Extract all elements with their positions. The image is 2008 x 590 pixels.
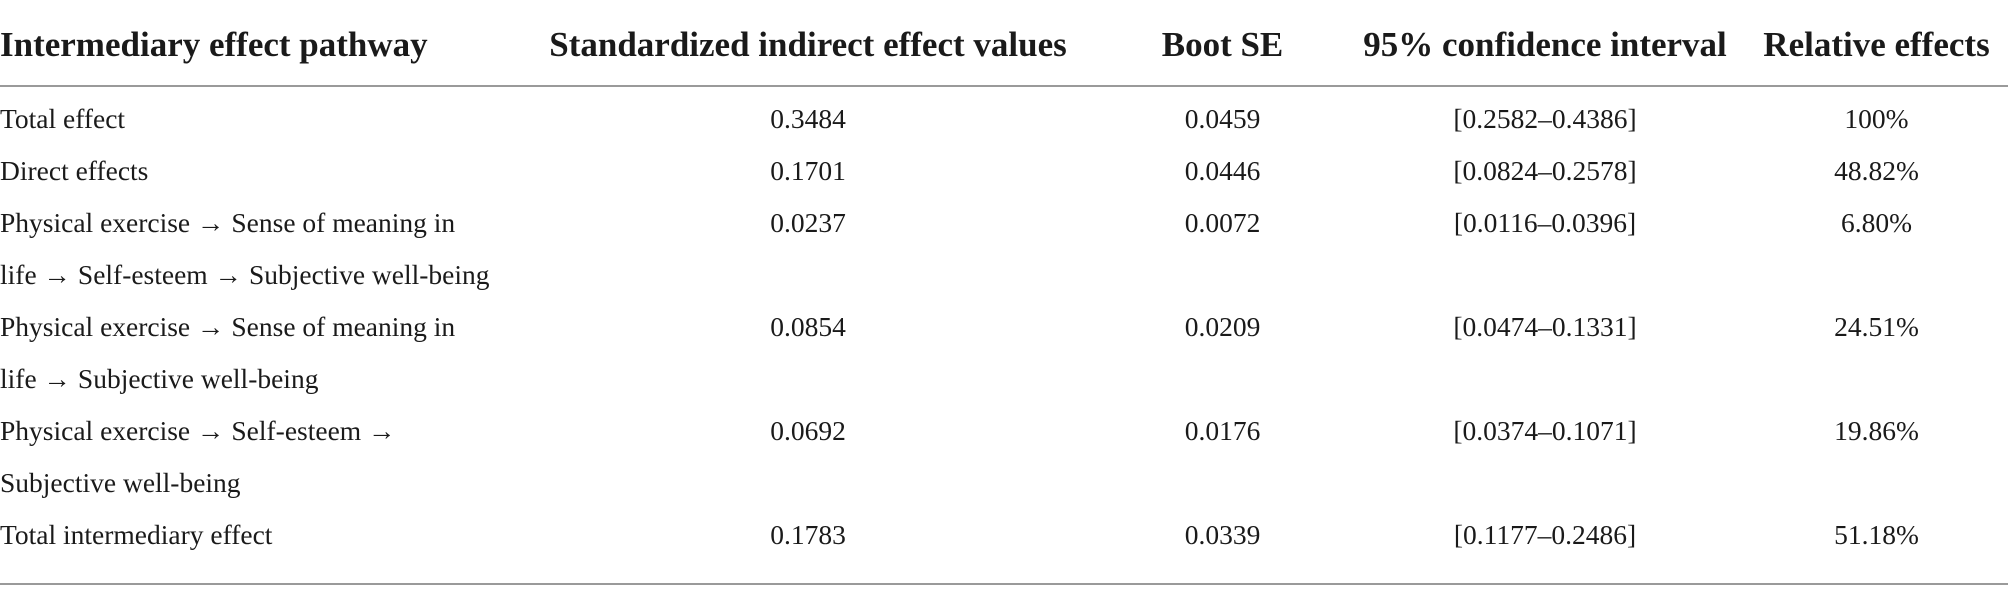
cell-relative-effect: 48.82% bbox=[1834, 155, 1919, 186]
cell-pathway: Physical exercise → Self-esteem → Subjec… bbox=[0, 415, 396, 498]
cell-indirect-effect: 0.0692 bbox=[770, 415, 846, 446]
cell-boot-se: 0.0209 bbox=[1184, 311, 1261, 342]
cell-boot-se: 0.0459 bbox=[1184, 103, 1261, 134]
table-row: Physical exercise → Sense of meaning in … bbox=[0, 301, 2008, 405]
cell-pathway: Total effect bbox=[0, 103, 126, 134]
header-confidence-interval: 95% confidence interval bbox=[1345, 0, 1745, 87]
cell-confidence-interval: [0.0474–0.1331] bbox=[1453, 311, 1637, 342]
table-row: Total intermediary effect 0.1783 0.0339 … bbox=[0, 509, 2008, 584]
header-relative-effects: Relative effects bbox=[1745, 0, 2008, 87]
cell-boot-se: 0.0339 bbox=[1184, 519, 1261, 550]
table-row: Physical exercise → Self-esteem → Subjec… bbox=[0, 405, 2008, 509]
table-row: Physical exercise → Sense of meaning in … bbox=[0, 197, 2008, 301]
cell-indirect-effect: 0.0237 bbox=[770, 207, 846, 238]
cell-indirect-effect: 0.1701 bbox=[770, 155, 846, 186]
cell-pathway: Direct effects bbox=[0, 155, 149, 186]
cell-relative-effect: 100% bbox=[1844, 103, 1909, 134]
table-header: Intermediary effect pathway Standardized… bbox=[0, 0, 2008, 87]
cell-confidence-interval: [0.1177–0.2486] bbox=[1453, 519, 1637, 550]
cell-indirect-effect: 0.0854 bbox=[770, 311, 846, 342]
header-indirect-effect: Standardized indirect effect values bbox=[516, 0, 1100, 87]
cell-relative-effect: 19.86% bbox=[1834, 415, 1919, 446]
cell-confidence-interval: [0.0824–0.2578] bbox=[1453, 155, 1637, 186]
cell-boot-se: 0.0176 bbox=[1184, 415, 1261, 446]
cell-pathway: Physical exercise → Sense of meaning in … bbox=[0, 311, 456, 394]
header-pathway: Intermediary effect pathway bbox=[0, 0, 516, 87]
header-boot-se: Boot SE bbox=[1100, 0, 1345, 87]
cell-relative-effect: 51.18% bbox=[1834, 519, 1919, 550]
cell-confidence-interval: [0.0374–0.1071] bbox=[1453, 415, 1637, 446]
table-row: Total effect 0.3484 0.0459 [0.2582–0.438… bbox=[0, 86, 2008, 145]
cell-confidence-interval: [0.2582–0.4386] bbox=[1453, 103, 1637, 134]
cell-boot-se: 0.0072 bbox=[1184, 207, 1261, 238]
table-row: Direct effects 0.1701 0.0446 [0.0824–0.2… bbox=[0, 145, 2008, 197]
cell-relative-effect: 24.51% bbox=[1834, 311, 1919, 342]
cell-indirect-effect: 0.3484 bbox=[770, 103, 846, 134]
cell-indirect-effect: 0.1783 bbox=[770, 519, 846, 550]
table-body: Total effect 0.3484 0.0459 [0.2582–0.438… bbox=[0, 86, 2008, 584]
cell-boot-se: 0.0446 bbox=[1184, 155, 1261, 186]
cell-pathway: Total intermediary effect bbox=[0, 519, 273, 550]
header-row: Intermediary effect pathway Standardized… bbox=[0, 0, 2008, 87]
cell-pathway: Physical exercise → Sense of meaning in … bbox=[0, 207, 490, 290]
cell-relative-effect: 6.80% bbox=[1840, 207, 1913, 238]
cell-confidence-interval: [0.0116–0.0396] bbox=[1453, 207, 1637, 238]
